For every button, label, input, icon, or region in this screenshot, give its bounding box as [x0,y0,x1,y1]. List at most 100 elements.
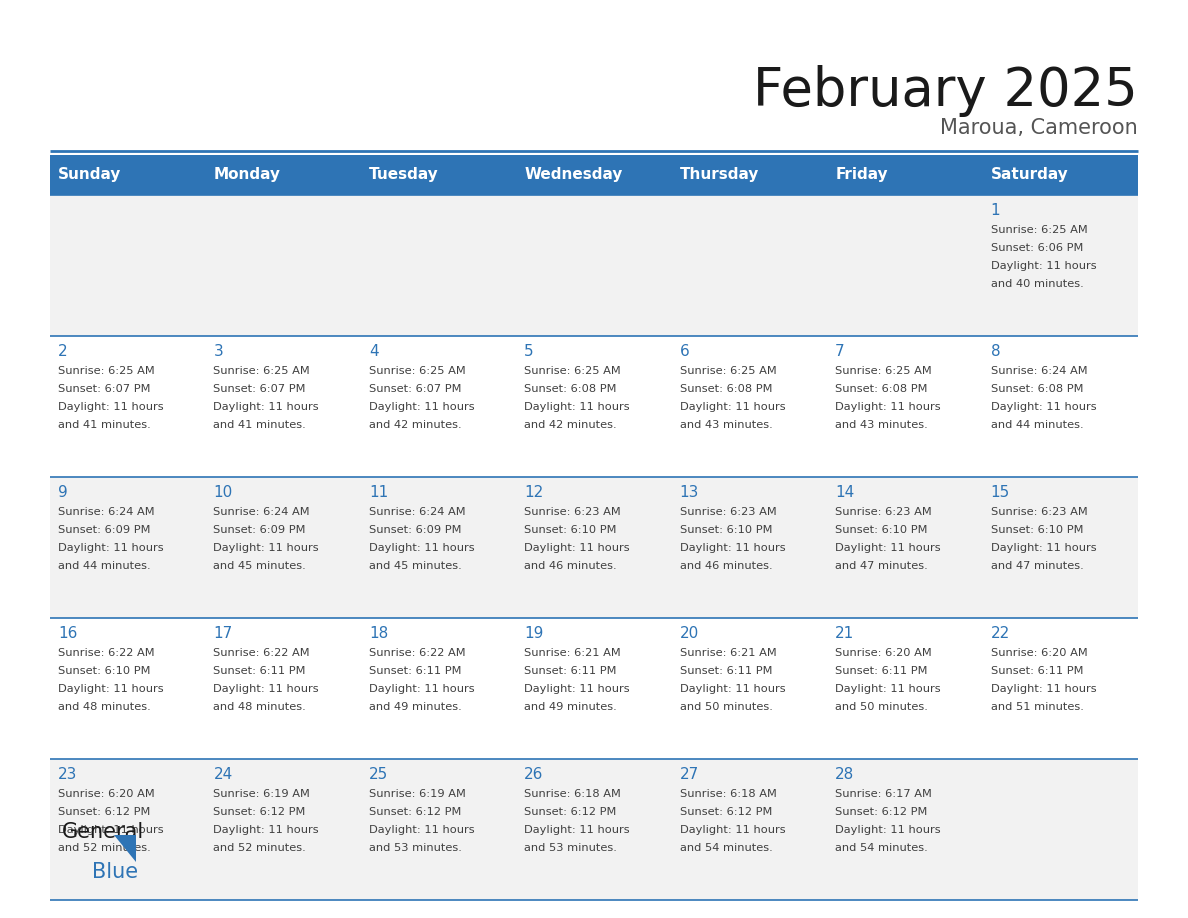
Text: Sunrise: 6:17 AM: Sunrise: 6:17 AM [835,789,933,799]
Text: Daylight: 11 hours: Daylight: 11 hours [58,402,164,412]
Text: and 52 minutes.: and 52 minutes. [58,843,151,853]
Text: Daylight: 11 hours: Daylight: 11 hours [524,684,630,694]
Text: Sunset: 6:11 PM: Sunset: 6:11 PM [214,666,307,676]
Text: and 48 minutes.: and 48 minutes. [214,702,307,712]
Text: 18: 18 [368,626,388,641]
Text: Sunset: 6:10 PM: Sunset: 6:10 PM [991,525,1083,535]
Text: Sunset: 6:11 PM: Sunset: 6:11 PM [524,666,617,676]
Text: Tuesday: Tuesday [368,167,438,183]
Text: and 43 minutes.: and 43 minutes. [835,420,928,430]
Text: Blue: Blue [91,862,138,882]
Text: Saturday: Saturday [991,167,1068,183]
Bar [827,155,982,195]
Text: and 43 minutes.: and 43 minutes. [680,420,772,430]
Bar [671,618,827,759]
Text: Daylight: 11 hours: Daylight: 11 hours [214,543,320,553]
Text: and 46 minutes.: and 46 minutes. [524,561,617,571]
Text: Monday: Monday [214,167,280,183]
Text: 2: 2 [58,344,68,359]
Text: Sunset: 6:10 PM: Sunset: 6:10 PM [58,666,151,676]
Text: 24: 24 [214,767,233,782]
Text: Sunrise: 6:22 AM: Sunrise: 6:22 AM [214,648,310,658]
Text: and 53 minutes.: and 53 minutes. [368,843,462,853]
Text: 5: 5 [524,344,533,359]
Text: Sunset: 6:08 PM: Sunset: 6:08 PM [835,384,928,394]
Text: Sunset: 6:07 PM: Sunset: 6:07 PM [58,384,151,394]
Bar [206,336,361,477]
Bar [206,195,361,336]
Bar [206,618,361,759]
Text: Sunset: 6:08 PM: Sunset: 6:08 PM [524,384,617,394]
Text: Daylight: 11 hours: Daylight: 11 hours [680,543,785,553]
Text: and 47 minutes.: and 47 minutes. [835,561,928,571]
Text: Sunrise: 6:24 AM: Sunrise: 6:24 AM [991,366,1087,376]
Text: 10: 10 [214,485,233,500]
Text: 23: 23 [58,767,77,782]
Bar [827,336,982,477]
Text: 3: 3 [214,344,223,359]
Text: and 50 minutes.: and 50 minutes. [680,702,772,712]
Text: Daylight: 11 hours: Daylight: 11 hours [524,543,630,553]
Text: Daylight: 11 hours: Daylight: 11 hours [835,825,941,835]
Text: Sunrise: 6:25 AM: Sunrise: 6:25 AM [524,366,621,376]
Text: and 42 minutes.: and 42 minutes. [524,420,617,430]
Bar [50,759,206,900]
Text: 22: 22 [991,626,1010,641]
Text: Sunset: 6:10 PM: Sunset: 6:10 PM [835,525,928,535]
Text: Daylight: 11 hours: Daylight: 11 hours [524,825,630,835]
Text: and 53 minutes.: and 53 minutes. [524,843,617,853]
Bar [517,336,671,477]
Text: 16: 16 [58,626,77,641]
Bar [50,477,206,618]
Text: Sunset: 6:07 PM: Sunset: 6:07 PM [368,384,461,394]
Text: Sunrise: 6:25 AM: Sunrise: 6:25 AM [835,366,931,376]
Text: Sunset: 6:08 PM: Sunset: 6:08 PM [680,384,772,394]
Text: Daylight: 11 hours: Daylight: 11 hours [991,684,1097,694]
Bar [517,195,671,336]
Text: and 41 minutes.: and 41 minutes. [58,420,151,430]
Text: Wednesday: Wednesday [524,167,623,183]
Bar [361,336,517,477]
Text: 14: 14 [835,485,854,500]
Text: Sunset: 6:09 PM: Sunset: 6:09 PM [214,525,307,535]
Text: and 54 minutes.: and 54 minutes. [835,843,928,853]
Text: Sunrise: 6:19 AM: Sunrise: 6:19 AM [368,789,466,799]
Text: Sunset: 6:12 PM: Sunset: 6:12 PM [524,807,617,817]
Text: 13: 13 [680,485,699,500]
Text: Daylight: 11 hours: Daylight: 11 hours [991,543,1097,553]
Text: Sunset: 6:08 PM: Sunset: 6:08 PM [991,384,1083,394]
Text: Daylight: 11 hours: Daylight: 11 hours [58,825,164,835]
Text: and 45 minutes.: and 45 minutes. [368,561,462,571]
Text: Sunrise: 6:25 AM: Sunrise: 6:25 AM [214,366,310,376]
Text: 7: 7 [835,344,845,359]
Bar [982,759,1138,900]
Text: Daylight: 11 hours: Daylight: 11 hours [835,684,941,694]
Text: 9: 9 [58,485,68,500]
Text: Daylight: 11 hours: Daylight: 11 hours [991,402,1097,412]
Bar [827,477,982,618]
Text: Sunset: 6:09 PM: Sunset: 6:09 PM [368,525,461,535]
Text: Sunrise: 6:20 AM: Sunrise: 6:20 AM [835,648,931,658]
Text: Sunset: 6:12 PM: Sunset: 6:12 PM [368,807,461,817]
Text: 6: 6 [680,344,689,359]
Text: Sunset: 6:06 PM: Sunset: 6:06 PM [991,243,1083,253]
Text: and 51 minutes.: and 51 minutes. [991,702,1083,712]
Bar [517,618,671,759]
Text: Sunday: Sunday [58,167,121,183]
Text: 17: 17 [214,626,233,641]
Text: Sunrise: 6:20 AM: Sunrise: 6:20 AM [58,789,154,799]
Text: and 50 minutes.: and 50 minutes. [835,702,928,712]
Bar [671,195,827,336]
Text: Daylight: 11 hours: Daylight: 11 hours [58,543,164,553]
Text: Sunrise: 6:24 AM: Sunrise: 6:24 AM [368,507,466,517]
Bar [361,759,517,900]
Text: Sunrise: 6:20 AM: Sunrise: 6:20 AM [991,648,1087,658]
Text: Daylight: 11 hours: Daylight: 11 hours [368,684,474,694]
Bar [517,477,671,618]
Text: and 41 minutes.: and 41 minutes. [214,420,307,430]
Bar [361,195,517,336]
Text: 15: 15 [991,485,1010,500]
Text: Daylight: 11 hours: Daylight: 11 hours [368,402,474,412]
Text: Daylight: 11 hours: Daylight: 11 hours [368,543,474,553]
Text: Daylight: 11 hours: Daylight: 11 hours [680,402,785,412]
